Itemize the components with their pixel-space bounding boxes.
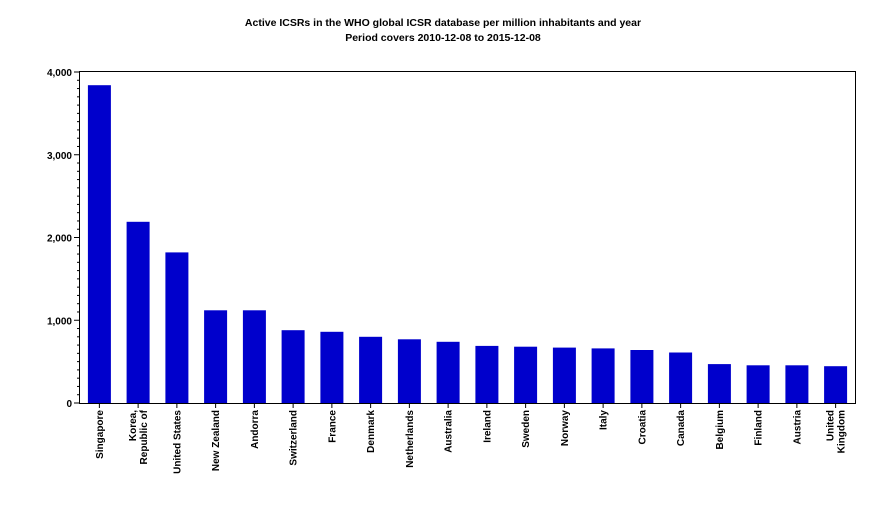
bars-group	[87, 85, 848, 403]
bar	[165, 252, 189, 403]
chart-title: Active ICSRs in the WHO global ICSR data…	[245, 17, 641, 29]
bar	[126, 221, 150, 403]
bar	[591, 348, 615, 403]
x-tick-label: Denmark	[366, 410, 377, 453]
y-tick-label: 0	[66, 399, 72, 410]
bar	[707, 364, 731, 403]
bar	[475, 345, 499, 403]
bar	[785, 365, 809, 403]
bar	[552, 347, 576, 403]
x-tick-label: Korea,	[128, 410, 139, 441]
bar	[281, 330, 305, 403]
x-tick-label: New Zealand	[211, 410, 222, 471]
x-tick-label: Austria	[792, 410, 803, 445]
x-tick-label: Australia	[444, 410, 455, 453]
chart-subtitle: Period covers 2010-12-08 to 2015-12-08	[345, 32, 541, 44]
bar	[436, 341, 460, 403]
x-tick-label: France	[327, 410, 338, 443]
x-tick-label: Andorra	[250, 410, 261, 449]
y-tick-label: 1,000	[47, 316, 72, 327]
y-tick-label: 4,000	[47, 68, 72, 79]
x-tick-label: Switzerland	[289, 410, 300, 466]
x-axis: Singapore Korea, Republic of United States N…	[95, 403, 848, 474]
bar	[824, 366, 848, 403]
x-tick-label: Ireland	[482, 410, 493, 443]
bar	[669, 352, 693, 403]
x-tick-label: Netherlands	[405, 410, 416, 468]
y-tick-label: 3,000	[47, 151, 72, 162]
x-tick-label: Belgium	[715, 410, 726, 450]
bar	[359, 336, 383, 403]
bar	[242, 310, 266, 403]
x-tick-label: United	[826, 410, 837, 441]
bar	[87, 85, 111, 403]
y-axis: 0 1,000 2,000 3,000 4,000	[47, 68, 80, 410]
x-tick-label: Singapore	[95, 410, 106, 459]
bar	[746, 365, 770, 403]
bar	[397, 339, 421, 403]
x-tick-label: Croatia	[637, 410, 648, 445]
plot-area-frame	[79, 71, 856, 404]
x-tick-label: Finland	[754, 410, 765, 446]
x-tick-label: Sweden	[521, 410, 532, 448]
x-tick-label: Italy	[599, 410, 610, 430]
bar	[514, 346, 538, 403]
x-tick-label: Canada	[676, 410, 687, 447]
x-tick-label: Kingdom	[837, 410, 848, 453]
y-tick-label: 2,000	[47, 234, 72, 245]
bar	[630, 350, 654, 403]
bar	[320, 331, 344, 403]
x-tick-label: Republic of	[139, 409, 150, 464]
x-tick-label: Norway	[560, 410, 571, 447]
bar	[204, 310, 228, 403]
x-tick-label: United States	[172, 410, 183, 474]
